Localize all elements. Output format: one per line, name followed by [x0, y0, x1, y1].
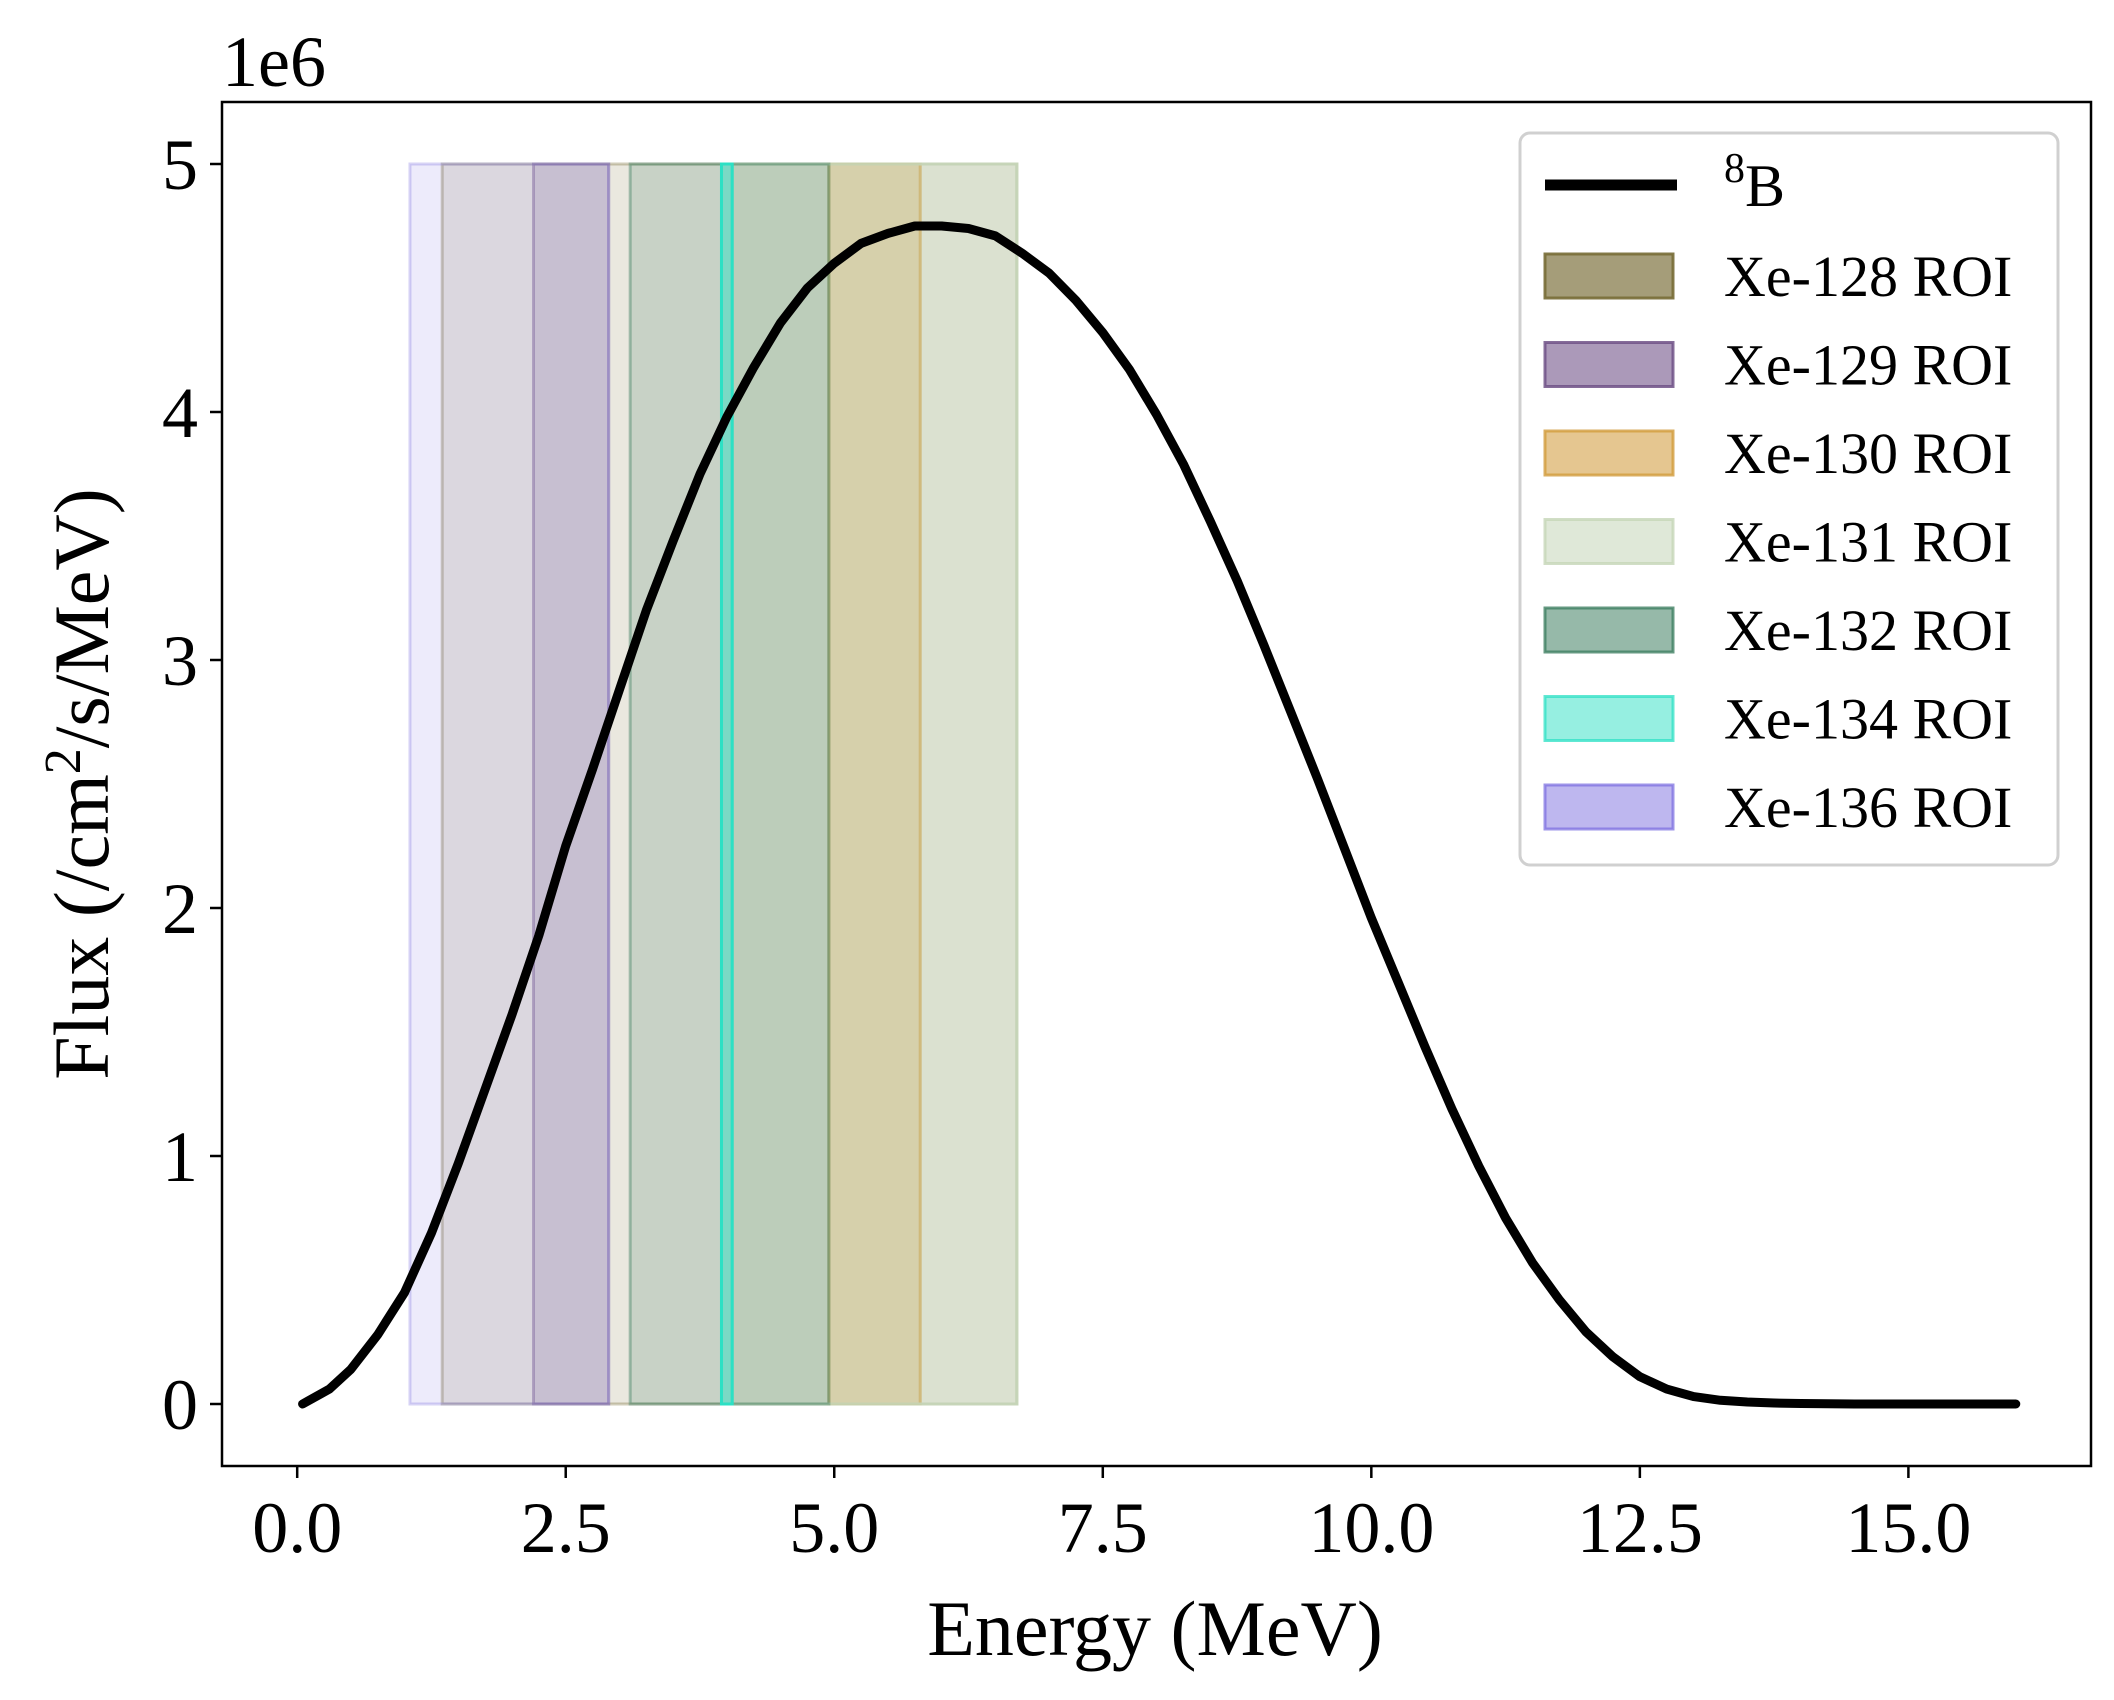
- y-axis-offset-text: 1e6: [222, 22, 326, 102]
- legend-label-xe-136-roi: Xe-136 ROI: [1724, 775, 2012, 840]
- x-tick-label: 12.5: [1577, 1488, 1703, 1568]
- roi-regions: [408, 162, 1019, 1406]
- legend-label-xe-134-roi: Xe-134 ROI: [1724, 687, 2012, 752]
- legend-label-xe-131-roi: Xe-131 ROI: [1724, 510, 2012, 575]
- x-tick-label: 10.0: [1308, 1488, 1434, 1568]
- y-tick-label: 2: [162, 869, 198, 949]
- x-tick-label: 15.0: [1845, 1488, 1971, 1568]
- roi-region-xe-131-roi: [730, 162, 1019, 1406]
- roi-region-xe-134-roi: [719, 162, 734, 1406]
- x-tick-label: 0.0: [252, 1488, 342, 1568]
- legend-label-8b-base: B: [1745, 153, 1785, 219]
- legend-swatch-xe-128-roi: [1543, 252, 1675, 300]
- legend-swatch-xe-131-roi: [1543, 518, 1675, 565]
- y-axis-ticks: 0 1 2 3 4 5: [162, 125, 222, 1445]
- legend-items: Xe-128 ROI Xe-129 ROI Xe-130 ROI Xe-131 ROI…: [1543, 244, 2012, 840]
- legend-frame: [1518, 131, 2060, 867]
- roi-region-xe-129-roi: [532, 162, 611, 1406]
- legend-swatch-xe-130-roi: [1543, 429, 1675, 477]
- y-tick-label: 0: [162, 1365, 198, 1445]
- x-tick-label: 5.0: [789, 1488, 879, 1568]
- legend-label-xe-128-roi: Xe-128 ROI: [1724, 244, 2012, 309]
- flux-curve-8b: [298, 221, 2021, 1409]
- legend-swatch-xe-134-roi: [1543, 695, 1675, 742]
- legend-label-xe-129-roi: Xe-129 ROI: [1724, 333, 2012, 398]
- legend-label-xe-132-roi: Xe-132 ROI: [1724, 598, 2012, 663]
- y-axis-label: Flux (/cm2/s/MeV): [35, 488, 125, 1079]
- plot-area-frame: [220, 100, 2093, 1468]
- y-axis-label-superscript: 2: [35, 748, 92, 774]
- x-tick-label: 7.5: [1058, 1488, 1148, 1568]
- x-axis-label: Energy (MeV): [927, 1585, 1383, 1672]
- legend-label-8b: 8B: [1724, 146, 1785, 219]
- y-tick-label: 4: [162, 373, 198, 453]
- flux-curve-layer: [298, 221, 2021, 1409]
- y-axis-label-part: Flux (/cm: [38, 774, 125, 1080]
- legend: 8B Xe-128 ROI Xe-129 ROI Xe-130 ROI Xe-131 …: [1518, 131, 2060, 867]
- x-tick-label: 2.5: [521, 1488, 611, 1568]
- legend-swatch-xe-129-roi: [1543, 341, 1675, 388]
- y-axis-label-part: /s/MeV): [38, 488, 125, 748]
- legend-label-xe-130-roi: Xe-130 ROI: [1724, 421, 2012, 486]
- legend-swatch-xe-136-roi: [1543, 783, 1675, 831]
- y-tick-label: 1: [162, 1117, 198, 1197]
- legend-swatch-xe-132-roi: [1543, 606, 1675, 654]
- y-tick-label: 5: [162, 125, 198, 205]
- legend-label-8b-superscript: 8: [1724, 146, 1745, 192]
- x-axis-ticks: 0.0 2.5 5.0 7.5 10.0 12.5 15.0: [252, 1466, 1971, 1568]
- y-tick-label: 3: [162, 621, 198, 701]
